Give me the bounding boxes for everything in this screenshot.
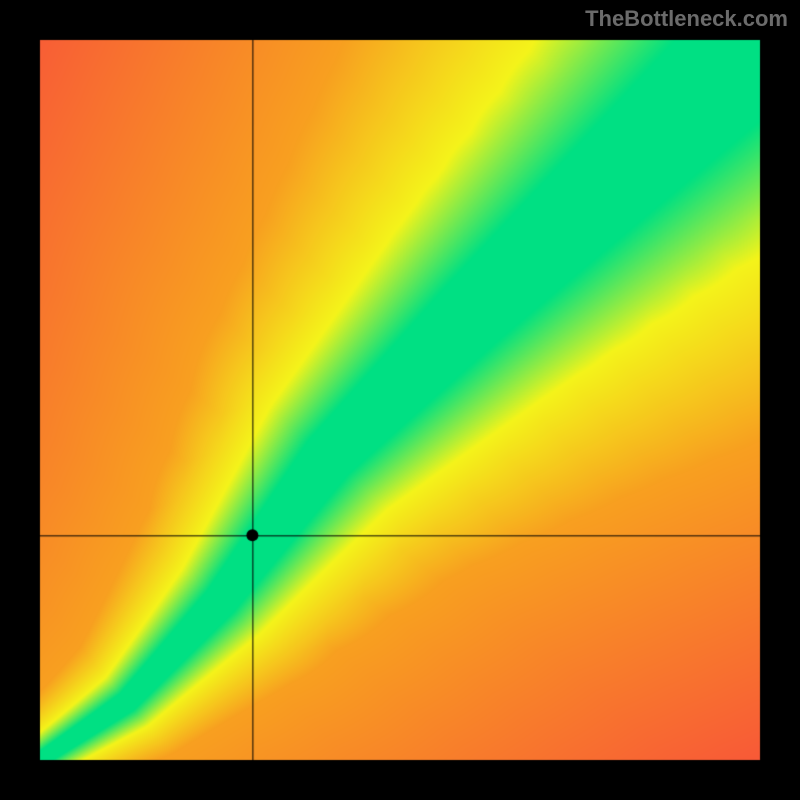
watermark-text: TheBottleneck.com xyxy=(585,6,788,32)
bottleneck-heatmap xyxy=(0,0,800,800)
chart-container: TheBottleneck.com xyxy=(0,0,800,800)
